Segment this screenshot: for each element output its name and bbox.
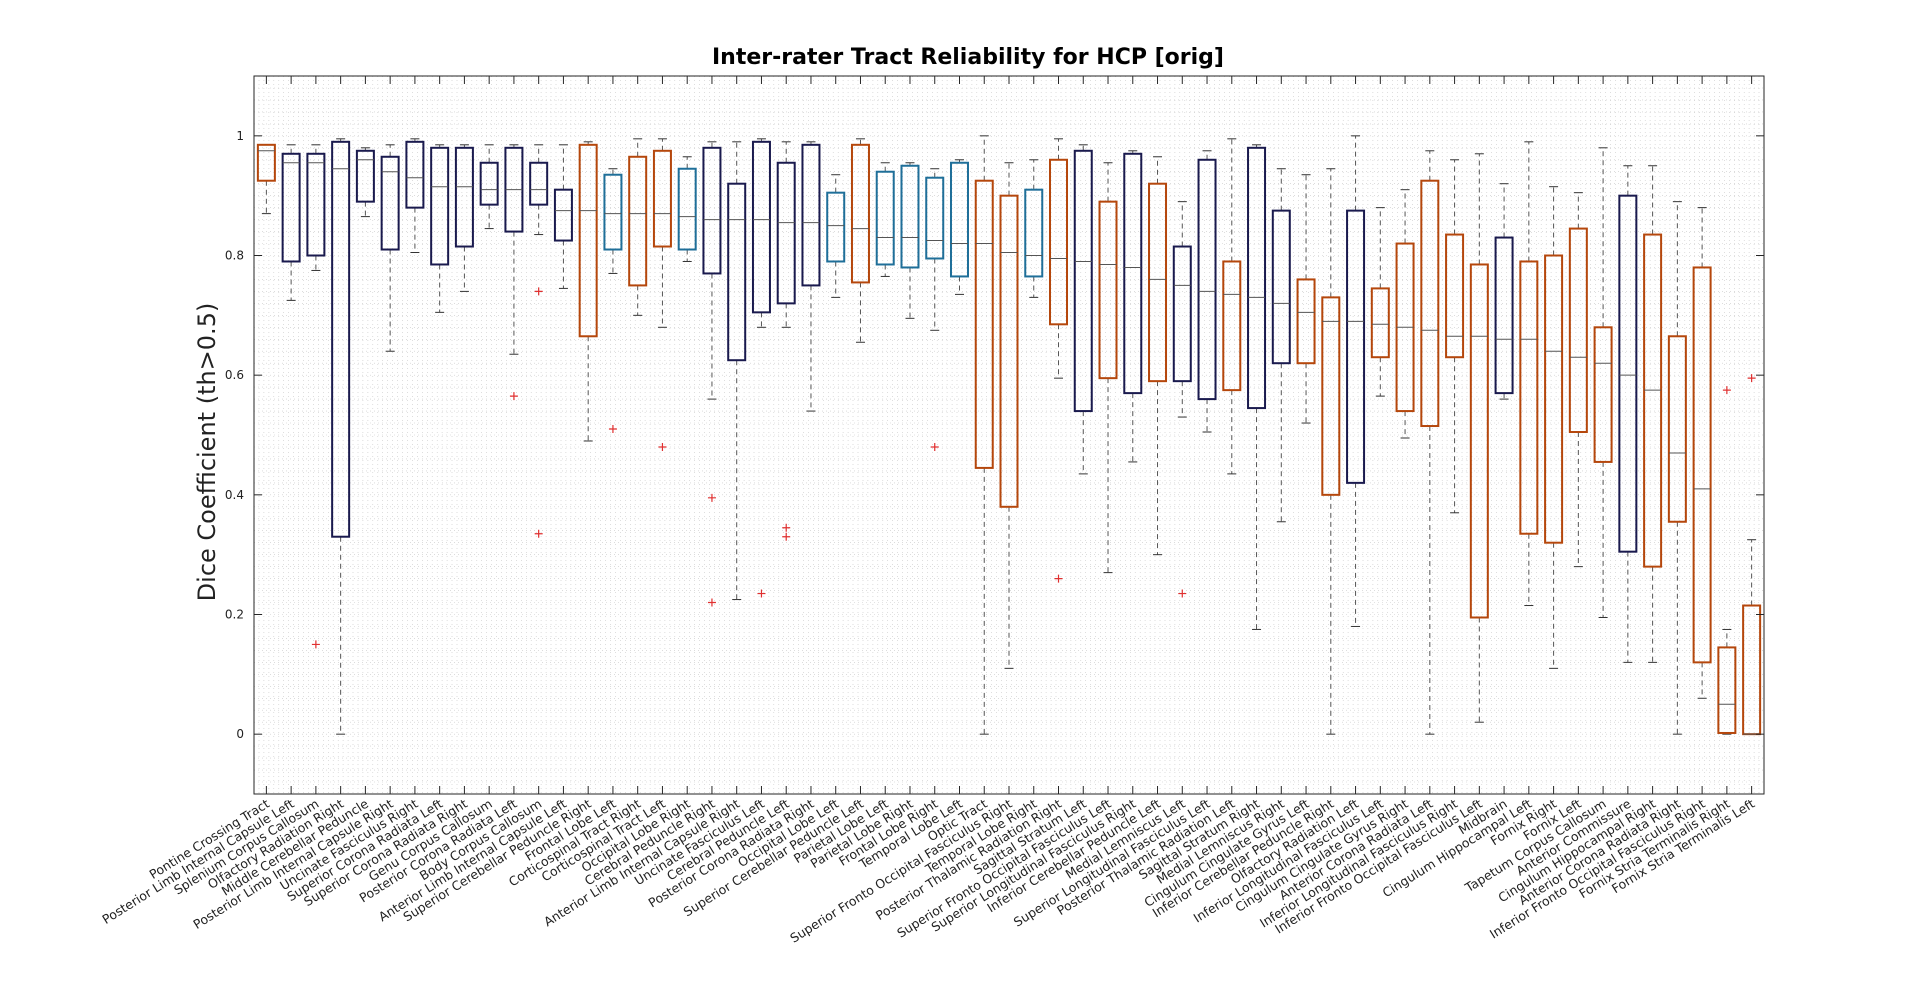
box [1123, 152, 1143, 395]
box [1370, 287, 1390, 359]
box [628, 155, 648, 287]
outlier-point [1178, 589, 1187, 598]
box [1321, 296, 1341, 496]
box [1692, 266, 1712, 664]
box [1172, 245, 1192, 383]
box [652, 149, 672, 248]
box [677, 167, 697, 251]
box [1544, 254, 1564, 544]
box [603, 173, 623, 251]
box [1098, 200, 1118, 380]
box [405, 140, 425, 209]
box [1420, 179, 1440, 428]
outlier-point [534, 287, 543, 296]
box [1222, 260, 1242, 392]
box [1247, 146, 1267, 410]
box [1618, 194, 1638, 553]
box [1717, 646, 1737, 734]
box [578, 143, 598, 338]
box [355, 149, 375, 203]
y-tick-label: 0.8 [225, 249, 244, 263]
box [751, 140, 771, 314]
box [553, 188, 573, 242]
box [1667, 335, 1687, 523]
box [479, 161, 499, 206]
box [1568, 227, 1588, 434]
outlier-point [707, 493, 716, 502]
y-tick-label: 0.4 [225, 488, 244, 502]
box [380, 155, 400, 251]
box [529, 161, 549, 206]
chart-title: Inter-rater Tract Reliability for HCP [o… [712, 45, 1224, 70]
outlier-point [930, 442, 939, 451]
box [454, 146, 474, 248]
box [1148, 182, 1168, 383]
box [1049, 158, 1069, 326]
outlier-point [1747, 374, 1756, 383]
y-tick-label: 1 [236, 129, 244, 143]
box [999, 194, 1019, 508]
box [1197, 158, 1217, 401]
outlier-point [782, 523, 791, 532]
box [727, 182, 747, 362]
box [331, 140, 351, 538]
box [256, 143, 276, 182]
box [1271, 209, 1291, 365]
box [430, 146, 450, 266]
box [850, 143, 870, 284]
box [1445, 233, 1465, 359]
outlier-point [658, 442, 667, 451]
box [974, 179, 994, 469]
outlier-point [509, 392, 518, 401]
box [1296, 278, 1316, 365]
box [1519, 260, 1539, 535]
outlier-point [1722, 386, 1731, 395]
box [1073, 149, 1093, 413]
box [281, 152, 301, 263]
outlier-point [311, 640, 320, 649]
box [801, 143, 821, 287]
box [1024, 188, 1044, 278]
outlier-point [707, 598, 716, 607]
outlier-point [1054, 574, 1063, 583]
box [900, 164, 920, 269]
outlier-point [757, 589, 766, 598]
box [949, 161, 969, 278]
outlier-point [534, 529, 543, 538]
box [1593, 326, 1613, 463]
outlier-point [782, 532, 791, 541]
y-tick-label: 0.2 [225, 608, 244, 622]
box [1346, 209, 1366, 484]
box [1494, 236, 1514, 395]
box [1643, 233, 1663, 568]
box [925, 176, 945, 260]
y-tick-label: 0.6 [225, 368, 244, 382]
box [826, 191, 846, 263]
box [306, 152, 326, 257]
y-tick-label: 0 [236, 727, 244, 741]
box [1469, 263, 1489, 619]
box [776, 161, 796, 305]
box [875, 170, 895, 266]
outlier-point [608, 425, 617, 434]
y-axis-label: Dice Coefficient (th>0.5) [193, 303, 221, 602]
box [702, 146, 722, 275]
